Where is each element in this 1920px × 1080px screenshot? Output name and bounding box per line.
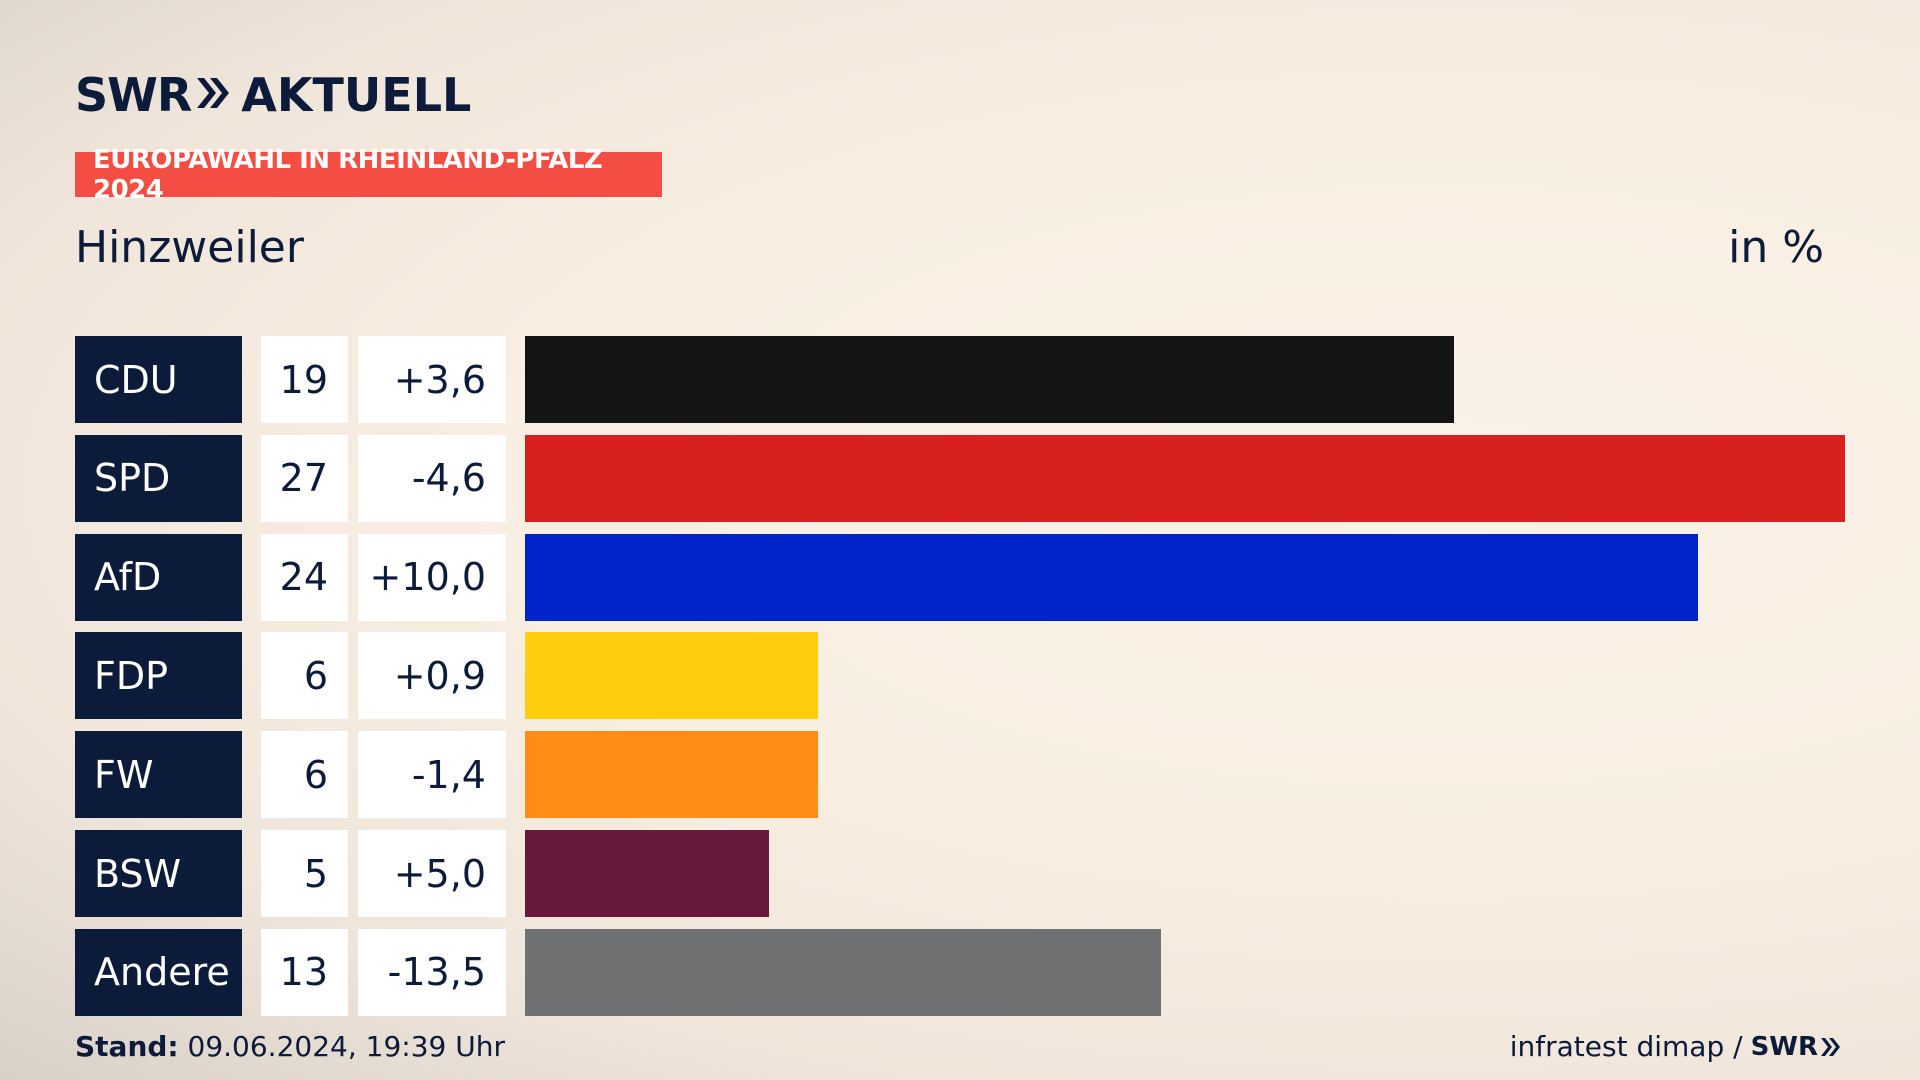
- change-value: -1,4: [358, 731, 506, 819]
- bar: [525, 830, 770, 917]
- chart-row: FW 6 -1,4: [75, 731, 1845, 819]
- change-value: +0,9: [358, 632, 506, 720]
- bar: [525, 434, 1845, 522]
- party-label: Andere: [75, 928, 242, 1016]
- change-value: +5,0: [358, 830, 506, 917]
- change-value: -13,5: [358, 928, 506, 1016]
- bar: [525, 632, 819, 720]
- stand-timestamp: Stand: 09.06.2024, 19:39 Uhr: [75, 1030, 505, 1063]
- chart-row: SPD 27 -4,6: [75, 434, 1845, 522]
- percent-value: 13: [261, 928, 348, 1016]
- change-value: +10,0: [358, 533, 506, 621]
- place-title: Hinzweiler: [75, 222, 304, 273]
- footer-swr-logo: SWR: [1750, 1031, 1818, 1062]
- percent-value: 6: [261, 731, 348, 819]
- chart-row: BSW 5 +5,0: [75, 830, 1845, 917]
- chart-row: FDP 6 +0,9: [75, 632, 1845, 720]
- percent-value: 5: [261, 830, 348, 917]
- stand-value: 09.06.2024, 19:39 Uhr: [178, 1030, 505, 1063]
- party-label: AfD: [75, 533, 242, 621]
- bar: [525, 928, 1161, 1016]
- bar: [525, 336, 1454, 423]
- stand-label: Stand:: [75, 1030, 179, 1063]
- chart-row: Andere 13 -13,5: [75, 928, 1845, 1016]
- party-label: CDU: [75, 336, 242, 423]
- swr-aktuell-logo: SWR AKTUELL: [75, 68, 471, 122]
- change-value: -4,6: [358, 434, 506, 522]
- chart-row: CDU 19 +3,6: [75, 336, 1845, 423]
- change-value: +3,6: [358, 336, 506, 423]
- logo-aktuell-text: AKTUELL: [241, 68, 472, 122]
- source-credit: infratest dimap / SWR: [1510, 1030, 1842, 1063]
- percent-value: 19: [261, 336, 348, 423]
- party-label: BSW: [75, 830, 242, 917]
- percent-value: 6: [261, 632, 348, 720]
- double-chevron-icon: [195, 76, 231, 114]
- logo-swr-text: SWR: [75, 68, 192, 122]
- election-banner: EUROPAWAHL IN RHEINLAND-PFALZ 2024: [75, 145, 662, 205]
- unit-label: in %: [1728, 222, 1824, 273]
- party-label: SPD: [75, 434, 242, 522]
- party-label: FDP: [75, 632, 242, 720]
- bar: [525, 731, 819, 819]
- bar: [525, 533, 1699, 621]
- chart-row: AfD 24 +10,0: [75, 533, 1845, 621]
- party-label: FW: [75, 731, 242, 819]
- percent-value: 24: [261, 533, 348, 621]
- source-text: infratest dimap /: [1509, 1030, 1743, 1063]
- percent-value: 27: [261, 434, 348, 522]
- footer-chevron-icon: [1821, 1037, 1840, 1056]
